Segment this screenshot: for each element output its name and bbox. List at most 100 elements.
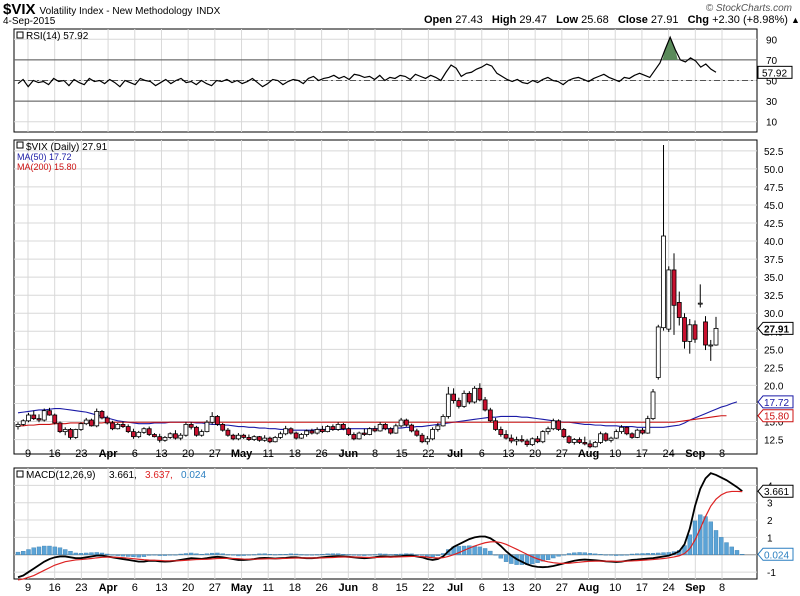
macd-histogram-bar (493, 554, 498, 556)
down-candle-body (246, 436, 252, 440)
candlestick (535, 435, 540, 444)
x-tick-label: 17 (636, 448, 648, 460)
down-candle-body (703, 321, 708, 346)
x-tick-label: 8 (372, 582, 378, 594)
macd-histogram-bar (162, 554, 168, 556)
macd-legend: MACD(12,26,9) 3.661, 3.637, 0.024 (16, 470, 206, 481)
x-tick-label: 24 (662, 582, 674, 594)
up-candle-body (461, 392, 467, 407)
macd-histogram-bar (582, 552, 587, 555)
up-candle-body (204, 421, 210, 433)
candlestick (351, 432, 357, 441)
rsi-y-tick-label: 90 (766, 35, 778, 46)
candlestick (629, 432, 635, 439)
macd-histogram-bar (703, 516, 708, 555)
candlestick (540, 430, 546, 444)
candlestick (477, 383, 483, 402)
candlestick (409, 423, 415, 433)
price-y-tick-label: 45.0 (764, 201, 784, 212)
rsi-overbought-fill (662, 37, 678, 60)
candlestick (508, 434, 514, 444)
up-candle-body (697, 302, 703, 305)
candlestick (676, 291, 682, 326)
candlestick (31, 410, 37, 421)
macd-histogram-bar (115, 554, 120, 556)
up-candle-body (26, 414, 31, 422)
macd-histogram-bar (734, 550, 740, 555)
candlestick (115, 422, 121, 430)
candlestick (524, 438, 530, 447)
up-candle-body (115, 424, 121, 430)
up-candle-body (183, 424, 189, 436)
x-tick-label: 13 (155, 448, 167, 460)
up-candle-body (199, 431, 205, 436)
candlestick (309, 428, 315, 435)
candlestick (445, 386, 451, 419)
macd-current-value-box (757, 484, 794, 498)
macd-histogram-bar (225, 554, 231, 556)
candlestick (645, 415, 651, 434)
macd-histogram-bar (262, 553, 267, 555)
macd-panel-frame (13, 467, 758, 580)
down-candle-body (120, 424, 126, 427)
macd-histogram-bar (530, 554, 535, 565)
up-candle-body (540, 431, 546, 443)
macd-histogram-bar (220, 553, 225, 555)
macd-histogram-bar (183, 553, 189, 555)
x-tick-label: 15 (396, 582, 408, 594)
x-tick-label: 10 (609, 448, 621, 460)
candlestick (382, 422, 388, 431)
up-candle-body (335, 424, 341, 430)
macd-histogram-bar (577, 552, 582, 555)
candlestick (267, 436, 273, 444)
macd-histogram-bar (251, 554, 257, 556)
candlestick (451, 388, 456, 404)
up-candle-body (650, 391, 656, 420)
x-tick-label: Apr (99, 448, 119, 460)
up-candle-body (162, 436, 168, 441)
candlestick (361, 428, 367, 436)
up-candle-body (304, 430, 310, 435)
macd-histogram-bar (640, 553, 645, 555)
macd-histogram-bar (540, 554, 546, 562)
x-tick-label: 6 (479, 448, 485, 460)
macd-histogram-bar (608, 554, 614, 556)
down-candle-body (157, 436, 163, 441)
down-candle-body (372, 428, 378, 432)
x-tick-label: 18 (289, 582, 301, 594)
up-candle-body (613, 431, 619, 439)
up-candle-body (278, 433, 283, 438)
price-y-tick-label: 32.5 (764, 291, 784, 302)
candlestick (278, 431, 283, 439)
candlestick (556, 419, 561, 431)
macd-histogram-bar (152, 554, 157, 556)
down-candle-body (451, 393, 456, 401)
macd-histogram-bar (377, 553, 383, 555)
candlestick (57, 421, 63, 434)
down-candle-body (319, 429, 325, 433)
up-candle-body (430, 429, 436, 440)
candlestick (162, 435, 168, 442)
macd-histogram-bar (167, 554, 173, 556)
macd-histogram-bar (467, 545, 472, 555)
up-candle-body (713, 327, 719, 346)
down-candle-body (215, 416, 220, 425)
up-candle-body (545, 428, 551, 433)
macd-legend-swatch (16, 470, 24, 478)
down-candle-body (577, 439, 582, 443)
macd-histogram-bar (572, 552, 577, 555)
up-candle-body (178, 434, 184, 439)
candlestick (466, 391, 472, 405)
x-tick-label: 27 (209, 582, 221, 594)
x-tick-label: May (231, 582, 253, 594)
down-candle-body (466, 392, 472, 403)
up-candle-body (708, 344, 714, 347)
x-tick-label: 18 (289, 448, 301, 460)
down-candle-body (89, 419, 94, 427)
candlestick (503, 430, 509, 440)
up-candle-body (645, 418, 651, 434)
macd-histogram-bar (404, 553, 409, 555)
macd-histogram-bar (477, 546, 483, 555)
candlestick (697, 284, 703, 308)
macd-histogram-bar (204, 553, 210, 555)
